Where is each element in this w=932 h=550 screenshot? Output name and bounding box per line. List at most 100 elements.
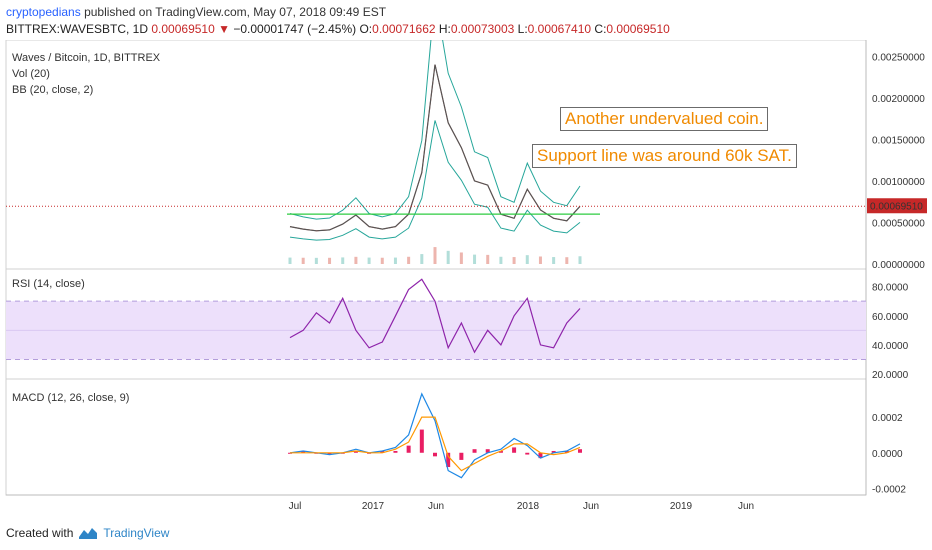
macd-pane[interactable] <box>5 378 867 496</box>
price-tick-label: 0.00150000 <box>872 135 925 146</box>
price-tick-label: 0.00100000 <box>872 177 925 188</box>
macd-legend: MACD (12, 26, close, 9) <box>12 392 129 404</box>
last-price-label: 0.00069510 <box>870 201 923 212</box>
volume-bar <box>380 257 384 264</box>
volume-bar <box>433 247 437 264</box>
rsi-layer <box>289 278 581 354</box>
high-value: 0.00073003 <box>450 22 515 36</box>
volume-bar <box>538 256 542 264</box>
close-value: 0.00069510 <box>606 22 670 36</box>
macd-histogram-bar <box>564 450 569 453</box>
price-tick-label: 0.00250000 <box>872 52 925 63</box>
macd-histogram-bar <box>512 447 517 453</box>
last-price-badge <box>867 198 927 214</box>
price-tick-label: 0.00200000 <box>872 94 925 105</box>
macd-line <box>289 392 581 479</box>
rsi-tick-label: 80.0000 <box>872 283 909 294</box>
footer: Created with TradingView <box>6 525 169 541</box>
volume-bar <box>314 257 318 264</box>
bb-lower-line <box>289 120 581 241</box>
tradingview-brand[interactable]: TradingView <box>103 526 170 540</box>
open-label: O: <box>359 22 373 36</box>
close-label: C: <box>594 22 607 36</box>
volume-bar <box>407 256 411 264</box>
macd-histogram-bar <box>498 450 503 453</box>
annotation-undervalued[interactable]: Another undervalued coin. <box>560 107 769 131</box>
time-tick-label: Jun <box>583 501 599 512</box>
time-tick-label: 2019 <box>670 501 693 512</box>
macd-histogram-bar <box>327 452 332 455</box>
macd-histogram-bar <box>485 449 490 453</box>
macd-histogram-bar <box>538 452 543 459</box>
macd-tick-label: -0.0002 <box>872 484 906 495</box>
axis-layer: 0.00250000 0.00200000 0.00150000 0.00100000… <box>289 52 927 512</box>
tradingview-logo-icon <box>79 528 98 539</box>
macd-histogram-bar <box>525 452 530 455</box>
price-layer <box>6 0 866 264</box>
rsi-line <box>289 278 581 354</box>
macd-tick-label: 0.0000 <box>872 449 903 460</box>
rsi-tick-label: 40.0000 <box>872 341 909 352</box>
macd-histogram-bar <box>406 445 411 453</box>
price-line <box>289 64 581 232</box>
macd-histogram-bar <box>472 449 477 453</box>
rsi-tick-label: 60.0000 <box>872 312 909 323</box>
macd-histogram-bar <box>393 450 398 453</box>
volume-bar <box>459 252 463 264</box>
low-value: 0.00067410 <box>527 22 592 36</box>
volume-bar <box>301 257 305 264</box>
time-tick-label: 2018 <box>517 501 540 512</box>
volume-bar <box>499 256 503 264</box>
high-label: H: <box>438 22 451 36</box>
volume-bar <box>354 256 358 264</box>
bb-upper-line <box>289 0 581 220</box>
volume-bar <box>328 257 332 264</box>
macd-histogram-bar <box>459 452 464 460</box>
volume-bar <box>552 257 556 264</box>
chart-area[interactable]: Waves / Bitcoin, 1D, BITTREX Vol (20) BB… <box>0 0 932 520</box>
volume-bar <box>578 256 582 264</box>
macd-layer <box>288 392 582 479</box>
volume-bar <box>446 250 450 264</box>
time-tick-label: Jun <box>428 501 444 512</box>
volume-bar <box>367 257 371 264</box>
symbol-label: BITTREX:WAVESBTC, 1D <box>6 22 149 36</box>
signal-line <box>290 416 581 472</box>
volume-bar <box>288 257 292 264</box>
macd-histogram-bar <box>353 450 358 453</box>
down-arrow-icon: ▼ <box>218 22 231 36</box>
time-tick-label: Jun <box>738 501 754 512</box>
chart-svg[interactable]: Waves / Bitcoin, 1D, BITTREX Vol (20) BB… <box>0 0 932 520</box>
vol-legend: Vol (20) <box>12 68 50 80</box>
ohlc-bar: BITTREX:WAVESBTC, 1D 0.00069510 ▼ −0.000… <box>6 21 670 37</box>
macd-histogram-bar <box>433 452 437 457</box>
chart-header: cryptopedians published on TradingView.c… <box>6 4 386 20</box>
volume-bar <box>393 257 397 264</box>
author-link[interactable]: cryptopedians <box>6 5 81 19</box>
volume-bar <box>341 257 345 264</box>
macd-histogram-bar <box>301 450 306 453</box>
macd-tick-label: 0.0002 <box>872 413 903 424</box>
volume-bar <box>420 254 424 264</box>
change-value: −0.00001747 (−2.45%) <box>233 22 357 36</box>
volume-bar <box>565 257 569 264</box>
published-text: published on TradingView.com, May 07, 20… <box>84 5 387 19</box>
time-tick-label: 2017 <box>362 501 385 512</box>
pair-title: Waves / Bitcoin, 1D, BITTREX <box>12 52 161 64</box>
macd-histogram-bar <box>446 452 451 468</box>
low-label: L: <box>517 22 528 36</box>
volume-bar <box>525 255 529 264</box>
price-tick-label: 0.00000000 <box>872 260 925 271</box>
annotation-support[interactable]: Support line was around 60k SAT. <box>532 144 797 168</box>
open-value: 0.00071662 <box>372 22 436 36</box>
macd-histogram-bar <box>578 449 582 453</box>
rsi-legend: RSI (14, close) <box>12 278 85 290</box>
macd-histogram-bar <box>419 429 424 453</box>
volume-bar <box>486 254 490 264</box>
created-with-label: Created with <box>6 526 74 540</box>
volume-bar <box>512 257 516 264</box>
volume-bar <box>473 254 477 264</box>
price-tick-label: 0.00050000 <box>872 218 925 229</box>
bb-legend: BB (20, close, 2) <box>12 84 93 96</box>
macd-histogram-bar <box>551 450 556 453</box>
